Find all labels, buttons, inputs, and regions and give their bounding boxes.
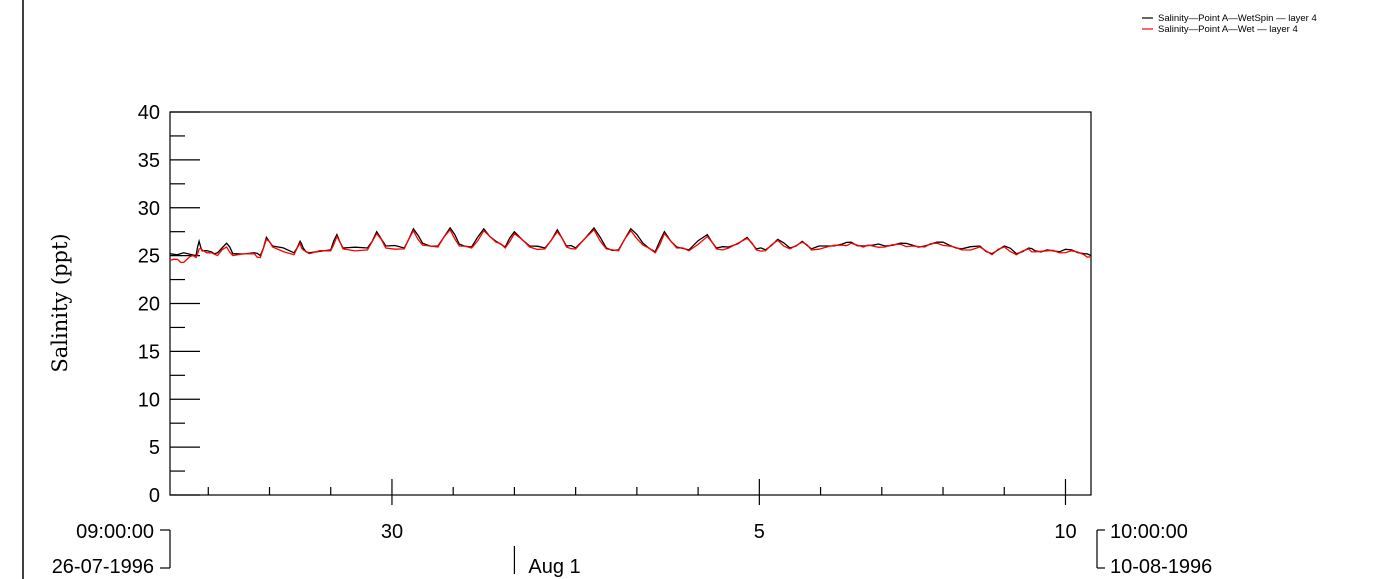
x-end-annotation: 10:00:00 10-08-1996	[1096, 521, 1212, 578]
y-tick-label-10: 10	[138, 389, 160, 411]
y-tick-label-0: 0	[149, 485, 160, 507]
y-tick-label-15: 15	[138, 341, 160, 363]
y-tick-label-35: 35	[138, 150, 160, 172]
series-line-wet	[169, 228, 1092, 264]
y-axis: 0 5 10 15 20 25 30 35 40	[138, 102, 200, 507]
y-tick-label-20: 20	[138, 294, 160, 316]
x-start-time: 09:00:00	[76, 521, 154, 543]
x-tick-label-30: 30	[381, 521, 403, 543]
x-tick-label-10: 10	[1054, 521, 1076, 543]
x-axis: 30 5 10	[207, 479, 1077, 543]
x-tick-label-5: 5	[754, 521, 765, 543]
legend-label-wetspin: Salinity—Point A—WetSpin — layer 4	[1158, 13, 1317, 24]
y-tick-label-25: 25	[138, 246, 160, 268]
x-start-date: 26-07-1996	[52, 556, 154, 578]
plot-area	[169, 111, 1092, 496]
x-start-annotation: 09:00:00 26-07-1996	[52, 521, 171, 578]
series-group	[169, 226, 1092, 264]
y-tick-label-40: 40	[138, 102, 160, 124]
month-marker: Aug 1	[513, 546, 581, 578]
x-end-date: 10-08-1996	[1110, 556, 1212, 578]
y-axis-label: Salinity (ppt)	[48, 233, 72, 372]
y-tick-label-5: 5	[149, 437, 160, 459]
legend-label-wet: Salinity—Point A—Wet — layer 4	[1158, 24, 1298, 35]
y-tick-label-30: 30	[138, 198, 160, 220]
month-marker-label: Aug 1	[528, 556, 580, 578]
x-end-time: 10:00:00	[1110, 521, 1188, 543]
legend: Salinity—Point A—WetSpin — layer 4 Salin…	[1142, 13, 1317, 35]
